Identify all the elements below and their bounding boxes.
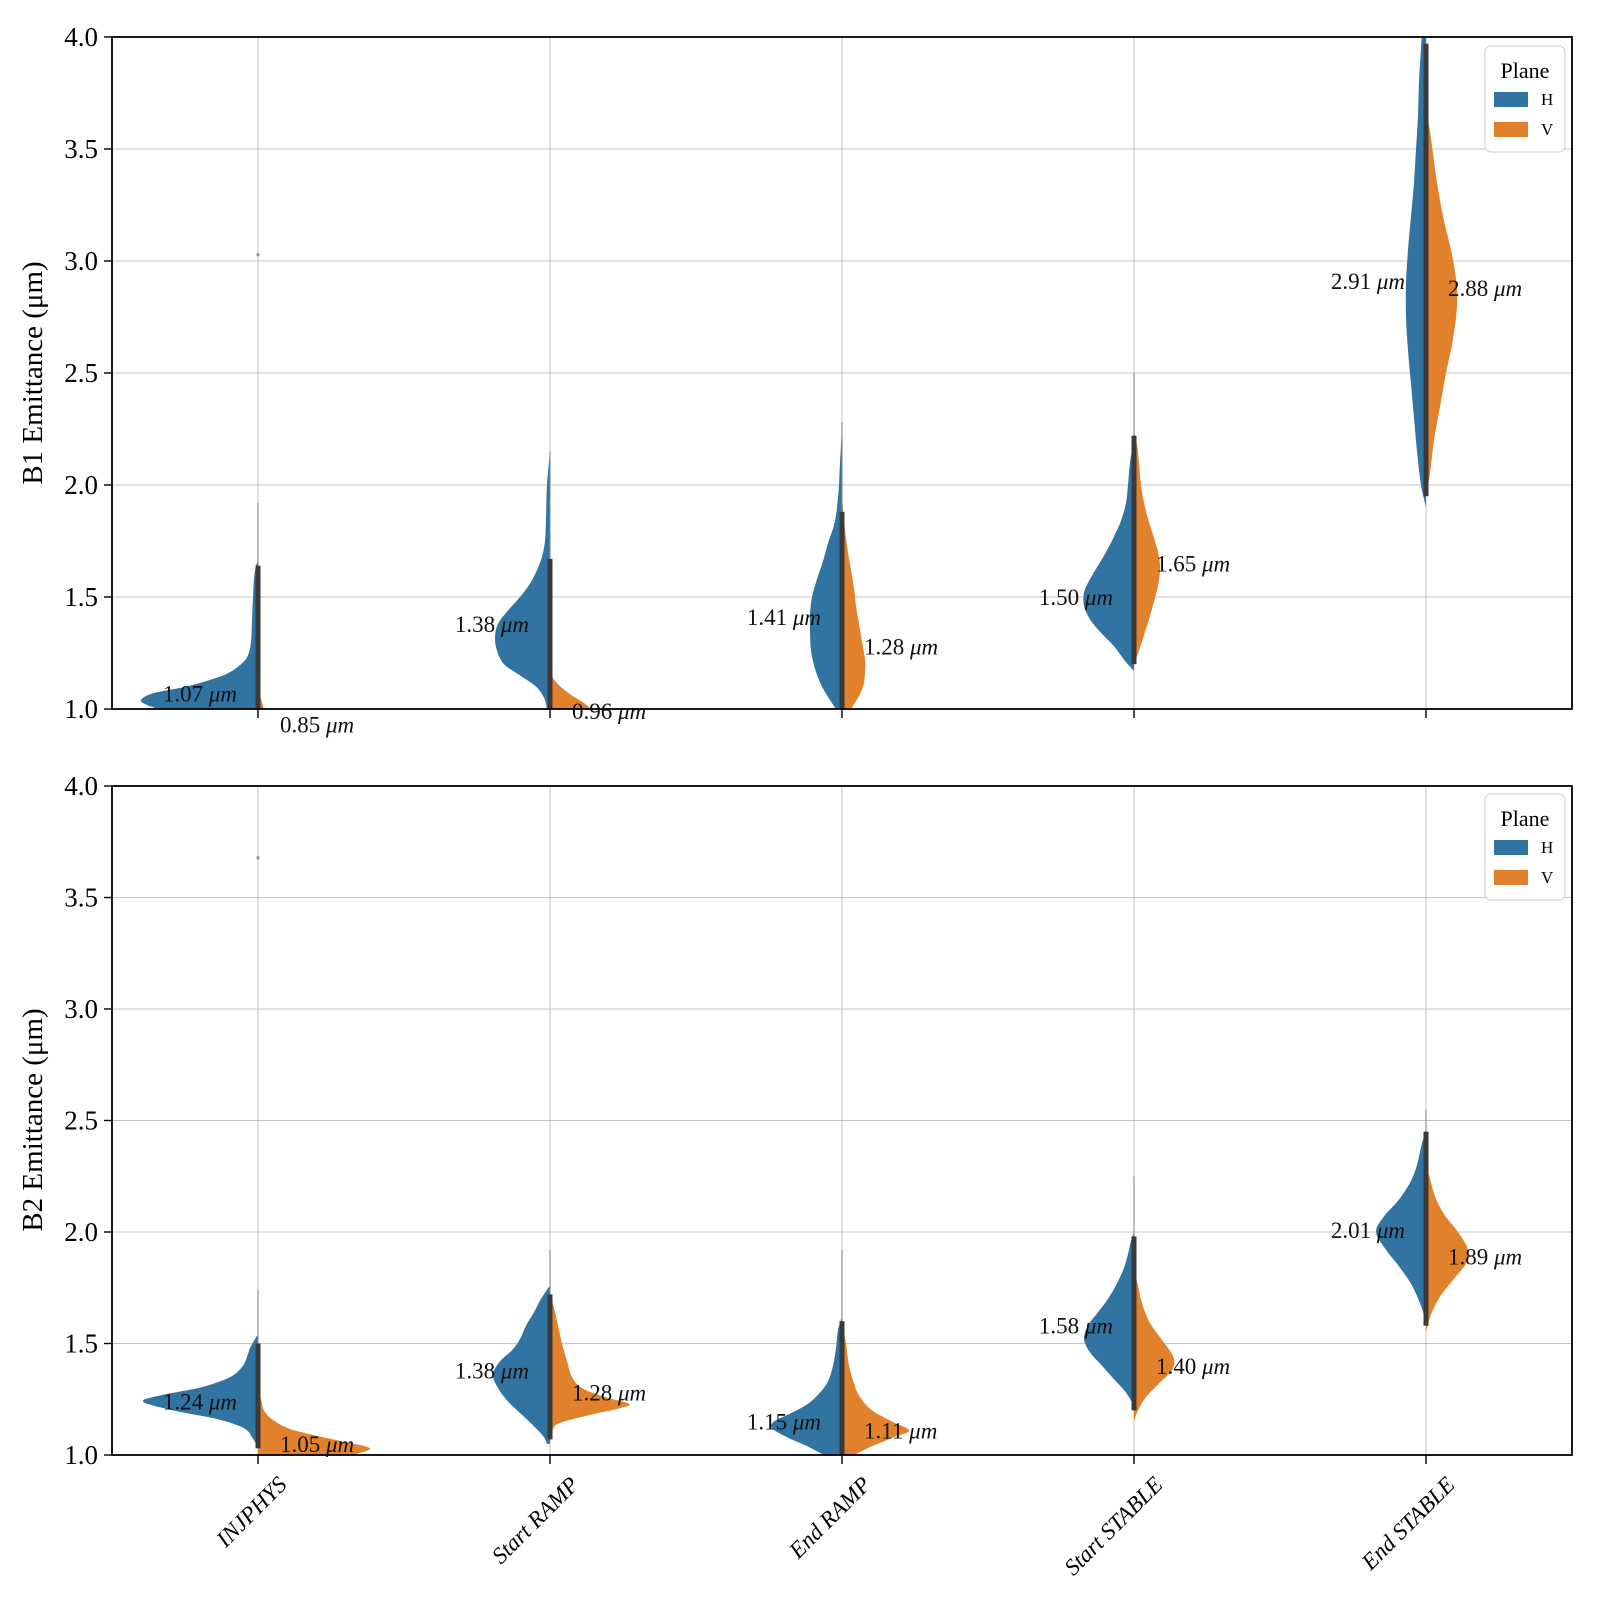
center-bar [547,1294,553,1440]
violin-b1-4-h [1405,37,1426,508]
outlier-point [256,253,260,257]
mean-label-b1-3-h: 1.50 μm [1039,585,1113,610]
x-tick-label-1: Start RAMP [487,1472,584,1569]
y-tick-label: 1.0 [64,1440,98,1470]
mean-label-b1-1-h: 1.38 μm [455,612,529,637]
ticks: 1.0 1.5 2.0 2.5 3.0 3.5 4.0 [64,771,1427,1470]
y-axis-label-b2: B2 Emittance (μm) [17,1008,49,1231]
y-tick-label: 2.5 [64,358,98,388]
violin-b2-0-h [142,1334,258,1444]
mean-annotations: 1.07 μm 0.85 μm 1.38 μm 0.96 μm 1.41 μm 1.28 … [163,269,1522,738]
violin-b1-0-h [140,561,258,709]
mean-label-b1-2-h: 1.41 μm [747,605,821,630]
y-tick-label: 2.5 [64,1106,98,1136]
center-bar [1423,1131,1429,1326]
violin-b2-1-h [492,1285,550,1444]
mean-label-b2-3-v: 1.40 μm [1156,1354,1230,1379]
mean-label-b2-1-v: 1.28 μm [572,1381,646,1406]
y-tick-label: 2.0 [64,470,98,500]
legend-swatch-v [1494,870,1528,885]
violin-b1-4-v [1426,108,1458,497]
y-tick-label: 4.0 [64,22,98,52]
x-tick-label-0: INJPHYS [211,1472,292,1553]
mean-label-b2-1-h: 1.38 μm [455,1358,529,1383]
center-bar [547,558,553,709]
violin-b1-2-v [842,496,866,709]
center-bar [1131,435,1137,665]
center-bar [255,1343,261,1449]
outlier-point [256,856,260,860]
mean-annotations: 1.24 μm 1.05 μm 1.38 μm 1.28 μm 1.15 μm 1.11 … [163,1218,1522,1457]
mean-label-b1-4-v: 2.88 μm [1448,276,1522,301]
violins [142,856,1469,1455]
y-axis-label-b1: B1 Emittance (μm) [17,261,49,484]
legend-swatch-h [1494,840,1528,855]
mean-label-b1-2-v: 1.28 μm [864,634,938,659]
mean-label-b2-0-v: 1.05 μm [280,1432,354,1457]
y-tick-label: 3.5 [64,883,98,913]
violin-b2-3-v [1134,1272,1175,1422]
violin-b2-1-v [550,1294,630,1433]
violin-b2-0-v [258,1388,371,1455]
axes-b1: 1.07 μm 0.85 μm 1.38 μm 0.96 μm 1.41 μm 1.28 … [64,22,1573,738]
violin-b2-2-v [842,1321,910,1455]
mean-label-b2-2-h: 1.15 μm [747,1410,821,1435]
violins [140,37,1458,709]
axes-spines [111,785,1573,1456]
legend-swatch-v [1494,122,1528,137]
legend-title: Plane [1501,806,1550,831]
legend-label-v: V [1541,868,1554,887]
violin-b2-2-h [770,1316,842,1455]
x-tick-label-4: End STABLE [1356,1472,1459,1575]
y-tick-label: 1.5 [64,1329,98,1359]
ticks: 1.0 1.5 2.0 2.5 3.0 3.5 4.0 [64,22,1427,724]
legend-label-v: V [1541,120,1554,139]
x-tick-label-2: End RAMP [784,1472,876,1564]
center-bar [1131,1236,1137,1411]
mean-label-b1-3-v: 1.65 μm [1156,551,1230,576]
mean-label-b2-0-h: 1.24 μm [163,1389,237,1414]
x-tick-labels: INJPHYS Start RAMP End RAMP Start STABLE End… [211,1472,1460,1581]
center-bar [255,565,261,709]
legend-label-h: H [1541,838,1553,857]
axes-spines [111,36,1573,710]
y-tick-label: 2.0 [64,1217,98,1247]
y-tick-label: 1.0 [64,694,98,724]
mean-label-b1-0-v: 0.85 μm [280,713,354,738]
x-tick-label-3: Start STABLE [1059,1472,1167,1580]
mean-label-b1-0-h: 1.07 μm [163,681,237,706]
mean-label-b2-4-v: 1.89 μm [1448,1245,1522,1270]
plot-area: 1.07 μm 0.85 μm 1.38 μm 0.96 μm 1.41 μm 1.28 … [64,22,1573,1581]
y-tick-label: 3.5 [64,134,98,164]
violin-b1-1-h [494,451,550,709]
violin-b2-4-v [1426,1165,1469,1333]
violin-b1-3-h [1083,440,1134,671]
mean-label-b1-1-v: 0.96 μm [572,699,646,724]
legend-label-h: H [1541,90,1553,109]
violin-b1-3-v [1134,431,1161,665]
mean-label-b2-2-v: 1.11 μm [864,1418,937,1443]
violin-b2-3-h [1083,1232,1134,1406]
y-tick-label: 1.5 [64,582,98,612]
legend-b1: Plane HV [1484,45,1566,153]
legend-swatch-h [1494,92,1528,107]
center-bar [839,511,845,709]
mean-label-b2-4-h: 2.01 μm [1331,1218,1405,1243]
y-tick-label: 3.0 [64,246,98,276]
mean-label-b1-4-h: 2.91 μm [1331,269,1405,294]
mean-label-b2-3-h: 1.58 μm [1039,1314,1113,1339]
violin-b2-4-h [1375,1129,1426,1322]
violin-b1-1-v [550,673,591,709]
legend-b2: Plane HV [1484,793,1566,901]
legend-title: Plane [1501,58,1550,83]
y-tick-label: 3.0 [64,994,98,1024]
center-bar [1423,43,1429,497]
y-tick-label: 4.0 [64,771,98,801]
center-bar [839,1321,845,1455]
violin-b1-2-h [809,429,842,709]
axes-b2: 1.24 μm 1.05 μm 1.38 μm 1.28 μm 1.15 μm 1.11 … [64,771,1573,1470]
